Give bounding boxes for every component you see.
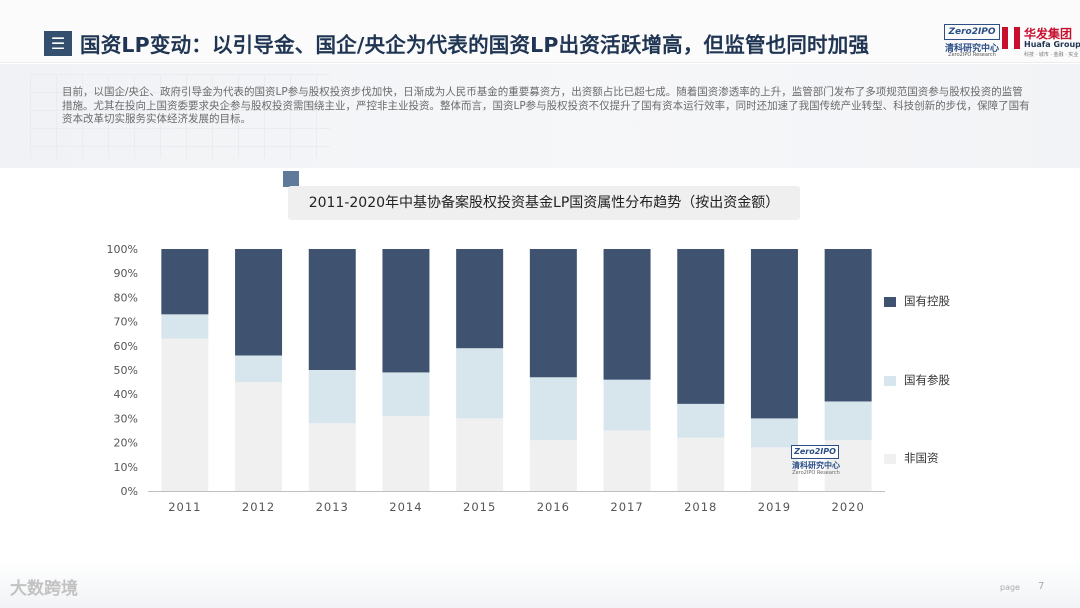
x-tick-label: 2014	[389, 500, 422, 514]
bar-segment	[677, 437, 725, 491]
watermark-box: Zero2IPO	[791, 445, 839, 459]
y-tick-label: 80%	[114, 291, 138, 304]
legend-item: 非国资	[884, 450, 939, 466]
zero2ipo-logo-cn: 清科研究中心	[944, 44, 999, 54]
x-tick-label: 2020	[832, 500, 865, 514]
bar-segment	[382, 249, 430, 373]
watermark-cn: 清科研究中心	[792, 461, 840, 470]
menu-icon[interactable]: ☰	[44, 31, 72, 56]
page-number: 7	[1038, 581, 1045, 592]
x-tick-label: 2011	[168, 500, 201, 514]
bar-segment	[161, 314, 209, 339]
bar-segment	[603, 249, 651, 380]
bar-segment	[235, 249, 283, 356]
y-tick-label: 90%	[114, 267, 138, 280]
huafa-logo-tag: 科技 · 城市 · 金融 · 实业	[1024, 52, 1079, 58]
intro-band	[0, 64, 1080, 168]
bar-segment	[308, 423, 356, 491]
legend-label: 非国资	[904, 451, 939, 465]
legend-swatch	[884, 375, 896, 386]
page-title: 国资LP变动：以引导金、国企/央企为代表的国资LP出资活跃增高，但监管也同时加强	[80, 33, 870, 57]
x-tick-label: 2019	[758, 500, 791, 514]
bar-segment	[603, 379, 651, 431]
bar-segment	[750, 418, 798, 448]
zero2ipo-logo-en: Zero2IPO Research	[948, 52, 996, 58]
bar-segment	[750, 447, 798, 491]
legend-item: 国有参股	[884, 372, 950, 388]
watermark-en: Zero2IPO Research	[792, 470, 840, 476]
bar-segment	[677, 249, 725, 404]
bar-segment	[161, 338, 209, 491]
bar-segment	[824, 249, 872, 402]
huafa-logo-cn: 华发集团	[1024, 27, 1073, 41]
y-tick-label: 50%	[114, 364, 138, 377]
bar-segment	[161, 249, 209, 315]
legend-label: 国有参股	[904, 373, 950, 387]
bar-segment	[456, 418, 504, 491]
bar-segment	[235, 355, 283, 383]
x-tick-label: 2018	[684, 500, 717, 514]
brand-watermark: 大数跨境	[10, 579, 78, 599]
huafa-mark-icon	[1002, 27, 1020, 49]
header-bar	[0, 0, 1080, 63]
bar-segment	[308, 370, 356, 424]
x-tick-label: 2017	[610, 500, 643, 514]
chart-title: 2011-2020年中基协备案股权投资基金LP国资属性分布趋势（按出资金额）	[288, 186, 800, 220]
y-tick-label: 70%	[114, 316, 138, 329]
bar-segment	[603, 430, 651, 491]
zero2ipo-logo-box: Zero2IPO	[944, 24, 1000, 40]
bar-segment	[456, 348, 504, 419]
bar-segment	[824, 401, 872, 441]
y-tick-label: 10%	[114, 461, 138, 474]
x-tick-label: 2016	[537, 500, 570, 514]
zero2ipo-watermark: Zero2IPO 清科研究中心 Zero2IPO Research	[789, 445, 843, 479]
y-tick-label: 100%	[107, 243, 138, 256]
bar-segment	[308, 249, 356, 370]
legend-label: 国有控股	[904, 294, 950, 308]
legend-swatch	[884, 296, 896, 307]
legend-swatch	[884, 453, 896, 464]
legend-item: 国有控股	[884, 293, 950, 309]
page-label: page	[1000, 583, 1020, 592]
footer-decoration	[0, 560, 1080, 608]
bar-segment	[529, 440, 577, 491]
bar-segment	[382, 372, 430, 416]
zero2ipo-logo: Zero2IPO 清科研究中心 Zero2IPO Research	[944, 24, 1000, 58]
y-tick-label: 20%	[114, 437, 138, 450]
bar-segment	[235, 382, 283, 491]
bar-segment	[529, 377, 577, 441]
y-tick-label: 40%	[114, 388, 138, 401]
bar-segment	[456, 249, 504, 349]
x-tick-label: 2013	[316, 500, 349, 514]
bar-segment	[529, 249, 577, 378]
chart-title-marker	[283, 171, 299, 187]
huafa-logo-en: Huafa Group	[1024, 40, 1080, 49]
y-tick-label: 30%	[114, 412, 138, 425]
huafa-logo: 华发集团 Huafa Group 科技 · 城市 · 金融 · 实业	[1002, 24, 1080, 58]
bar-segment	[677, 403, 725, 438]
x-tick-label: 2015	[463, 500, 496, 514]
bar-segment	[750, 249, 798, 419]
intro-paragraph: 目前，以国企/央企、政府引导金为代表的国资LP参与股权投资步伐加快，日渐成为人民…	[62, 86, 1030, 126]
y-tick-label: 60%	[114, 340, 138, 353]
y-tick-label: 0%	[121, 485, 138, 498]
bar-segment	[382, 415, 430, 491]
x-tick-label: 2012	[242, 500, 275, 514]
